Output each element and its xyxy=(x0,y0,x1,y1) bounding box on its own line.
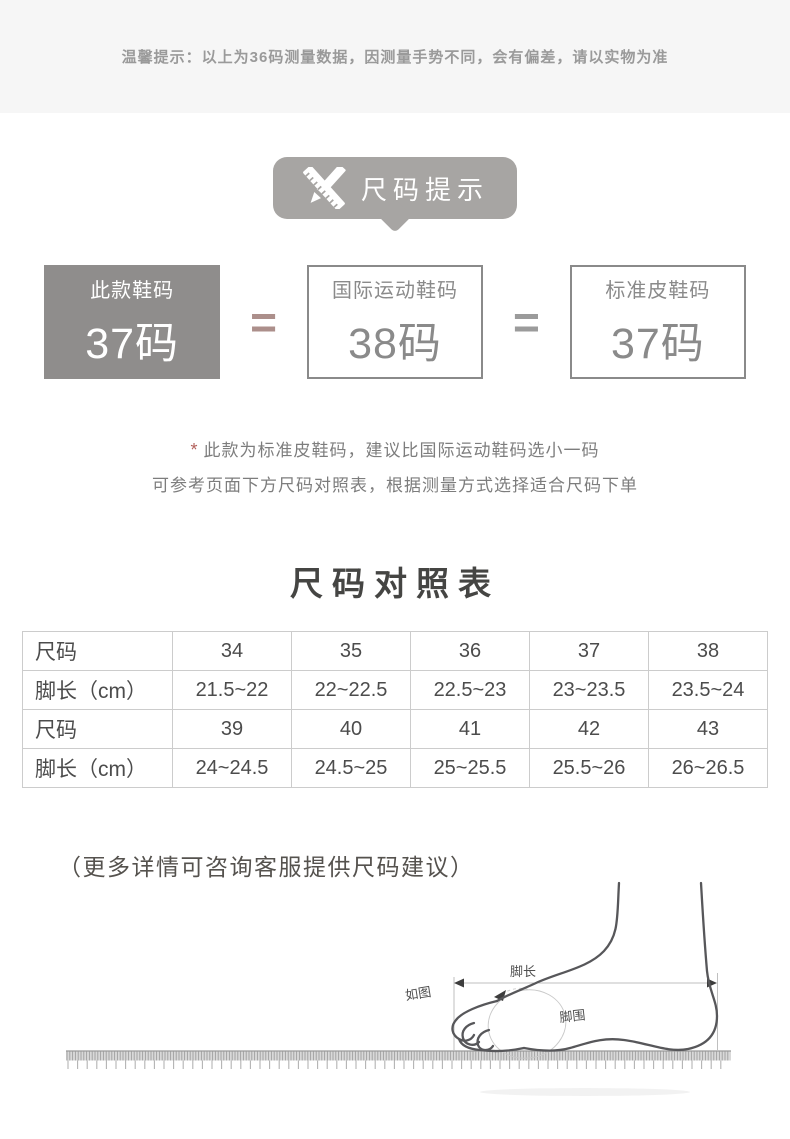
size-tip-label: 尺码提示 xyxy=(360,174,489,205)
table-cell: 39 xyxy=(172,709,292,749)
table-cell: 42 xyxy=(529,709,649,749)
foot-measurement-diagram: 脚长 如图 脚围 xyxy=(66,881,731,1096)
foot-outline xyxy=(451,881,719,1053)
size-table: 尺码 34 35 36 37 38 脚长（cm） 21.5~22 22~22.5… xyxy=(22,631,768,788)
table-cell: 43 xyxy=(648,709,768,749)
asterisk: * xyxy=(190,440,199,460)
size-note-line2: 可参考页面下方尺码对照表，根据测量方式选择适合尺码下单 xyxy=(152,476,638,495)
intl-sport-size-label: 国际运动鞋码 xyxy=(332,279,458,302)
intl-sport-size-box: 国际运动鞋码 38码 xyxy=(307,265,483,379)
intl-sport-size-value: 38码 xyxy=(348,319,442,368)
table-row: 脚长（cm） 21.5~22 22~22.5 22.5~23 23~23.5 2… xyxy=(22,670,768,710)
standard-leather-size-value: 37码 xyxy=(610,319,705,368)
size-conversion-row: 此款鞋码 37码 = 国际运动鞋码 38码 = 标准皮鞋码 37码 xyxy=(0,265,790,379)
table-cell: 25~25.5 xyxy=(410,748,530,788)
this-style-size-value: 37码 xyxy=(85,319,180,368)
row-header: 脚长（cm） xyxy=(22,670,173,710)
table-cell: 25.5~26 xyxy=(529,748,649,788)
table-cell: 41 xyxy=(410,709,530,749)
row-header: 尺码 xyxy=(22,709,173,749)
foot-length-label: 脚长 xyxy=(510,964,536,979)
table-cell: 35 xyxy=(291,631,411,671)
size-note: * 此款为标准皮鞋码，建议比国际运动鞋码选小一码 可参考页面下方尺码对照表，根据测… xyxy=(0,433,790,503)
equals-sign-2: = xyxy=(513,296,540,348)
standard-leather-size-box: 标准皮鞋码 37码 xyxy=(569,265,746,379)
size-note-line1: * 此款为标准皮鞋码，建议比国际运动鞋码选小一码 xyxy=(0,433,790,468)
table-row: 尺码 39 40 41 42 43 xyxy=(22,709,768,749)
table-cell: 21.5~22 xyxy=(172,670,292,710)
table-row: 尺码 34 35 36 37 38 xyxy=(22,631,768,671)
arrowhead-left xyxy=(454,978,464,988)
table-row: 脚长（cm） 24~24.5 24.5~25 25~25.5 25.5~26 2… xyxy=(22,748,768,788)
size-note-line1-text: 此款为标准皮鞋码，建议比国际运动鞋码选小一码 xyxy=(203,441,600,460)
row-header: 尺码 xyxy=(22,631,173,671)
ruler-pencil-icon xyxy=(303,167,346,209)
size-tip-badge: 尺码提示 xyxy=(272,157,517,233)
table-cell: 24~24.5 xyxy=(172,748,292,788)
table-cell: 22~22.5 xyxy=(291,670,411,710)
table-cell: 26~26.5 xyxy=(648,748,768,788)
this-style-size-box: 此款鞋码 37码 xyxy=(44,265,221,379)
size-table-title: 尺码对照表 xyxy=(290,565,500,602)
notice-bar: 温馨提示：以上为36码测量数据，因测量手势不同，会有偏差，请以实物为准 xyxy=(0,0,790,113)
table-cell: 38 xyxy=(648,631,768,671)
foot-girth-label: 脚围 xyxy=(559,1007,586,1025)
advice-note: （更多详情可咨询客服提供尺码建议） xyxy=(58,854,475,880)
table-cell: 24.5~25 xyxy=(291,748,411,788)
this-style-size-label: 此款鞋码 xyxy=(90,279,175,302)
table-cell: 23.5~24 xyxy=(648,670,768,710)
measurement-guides xyxy=(453,973,718,1051)
size-tip-badge-wrap: 尺码提示 xyxy=(0,157,790,233)
as-shown-label: 如图 xyxy=(404,984,432,1003)
notice-text: 温馨提示：以上为36码测量数据，因测量手势不同，会有偏差，请以实物为准 xyxy=(121,49,669,66)
table-cell: 22.5~23 xyxy=(410,670,530,710)
table-cell: 40 xyxy=(291,709,411,749)
row-header: 脚长（cm） xyxy=(22,748,173,788)
ruler-hatch xyxy=(66,1051,729,1061)
ground-shadow xyxy=(480,1088,690,1096)
table-cell: 23~23.5 xyxy=(529,670,649,710)
table-cell: 34 xyxy=(172,631,292,671)
standard-leather-size-label: 标准皮鞋码 xyxy=(605,279,711,302)
table-cell: 37 xyxy=(529,631,649,671)
ruler-band xyxy=(66,1051,731,1061)
table-cell: 36 xyxy=(410,631,530,671)
equals-sign-1: = xyxy=(250,296,277,348)
